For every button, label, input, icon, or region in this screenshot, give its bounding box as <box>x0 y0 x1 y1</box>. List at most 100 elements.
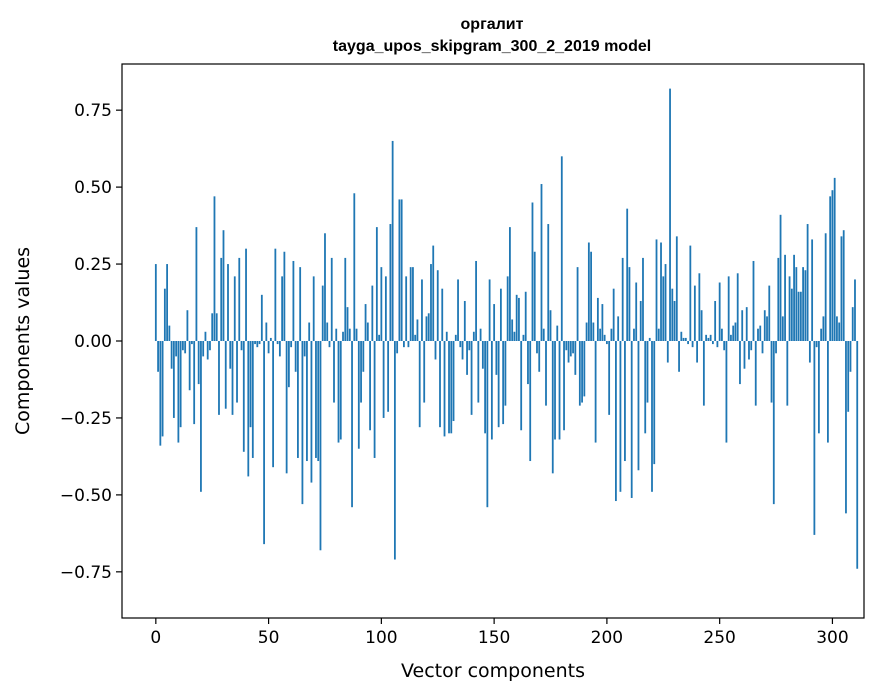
bar <box>337 341 340 443</box>
bar <box>788 276 791 341</box>
bar <box>845 341 847 514</box>
bar <box>691 341 694 348</box>
bar <box>290 341 293 348</box>
bar <box>211 313 214 341</box>
bar <box>615 341 617 502</box>
bar <box>854 279 856 341</box>
bar <box>533 251 536 341</box>
bar <box>572 341 574 354</box>
bar <box>371 285 374 341</box>
bar <box>191 341 193 345</box>
bar <box>294 341 297 372</box>
bar <box>538 341 541 372</box>
bar <box>342 331 344 341</box>
bar <box>833 177 836 341</box>
bar <box>842 230 845 341</box>
bar <box>193 341 196 425</box>
bar <box>847 341 850 412</box>
bar <box>224 341 227 409</box>
bar <box>711 341 714 345</box>
bar <box>529 341 532 462</box>
bar <box>822 316 825 341</box>
bar <box>310 341 313 483</box>
bar <box>472 331 475 341</box>
bar <box>409 267 412 341</box>
bar <box>362 341 365 372</box>
bar <box>484 341 486 434</box>
bar <box>357 341 360 449</box>
bar <box>163 288 166 341</box>
bar <box>781 316 784 341</box>
bar <box>181 341 184 351</box>
bar <box>693 285 696 341</box>
bar <box>583 341 586 397</box>
bar <box>709 334 712 341</box>
bar <box>177 341 180 443</box>
bar <box>590 251 592 341</box>
bar <box>520 341 523 431</box>
bar <box>542 328 545 341</box>
bar <box>353 193 356 341</box>
bar <box>355 328 358 341</box>
bar <box>405 276 408 341</box>
bar <box>285 341 288 474</box>
bar <box>418 341 421 428</box>
bar <box>628 267 631 341</box>
bar <box>231 341 234 415</box>
bar <box>321 285 324 341</box>
bar <box>308 322 311 341</box>
bar <box>281 276 284 341</box>
bar <box>297 341 299 458</box>
bar <box>511 319 514 341</box>
bar <box>366 322 369 341</box>
bar <box>229 341 232 369</box>
bar <box>242 341 245 452</box>
bar <box>596 297 599 341</box>
bar <box>642 257 644 341</box>
bar <box>558 341 561 440</box>
bar <box>554 341 556 440</box>
bar <box>380 267 383 341</box>
bar <box>567 341 570 363</box>
bar <box>387 341 390 412</box>
bar <box>732 325 735 341</box>
bar <box>648 337 651 341</box>
bar <box>786 341 789 406</box>
bar <box>256 341 259 348</box>
bar <box>759 325 762 341</box>
bar <box>563 341 565 431</box>
bar <box>601 304 604 341</box>
bar <box>339 341 342 440</box>
bar <box>560 156 563 341</box>
bar <box>335 328 338 341</box>
x-tick-label: 50 <box>258 628 280 648</box>
bar <box>202 341 205 357</box>
bar <box>276 341 279 345</box>
bar <box>479 328 482 341</box>
bar <box>389 224 392 341</box>
bar <box>269 337 272 341</box>
bar <box>741 310 744 341</box>
bar <box>612 288 615 341</box>
bar <box>545 341 547 406</box>
y-tick-label: 0.75 <box>74 101 112 121</box>
bar <box>432 245 435 341</box>
bar <box>678 341 680 372</box>
bar <box>463 300 466 341</box>
bar <box>450 341 453 434</box>
bar <box>547 224 550 341</box>
bar <box>752 260 755 341</box>
bar <box>175 341 178 357</box>
bar <box>448 341 450 434</box>
bar <box>790 288 793 341</box>
bar <box>222 230 225 341</box>
bar <box>157 341 159 372</box>
bar <box>664 264 667 341</box>
bar <box>220 257 223 341</box>
y-axis-label: Components values <box>12 247 34 435</box>
bar <box>154 264 157 341</box>
bar <box>644 341 647 434</box>
bar <box>829 196 832 341</box>
bar <box>518 297 520 341</box>
